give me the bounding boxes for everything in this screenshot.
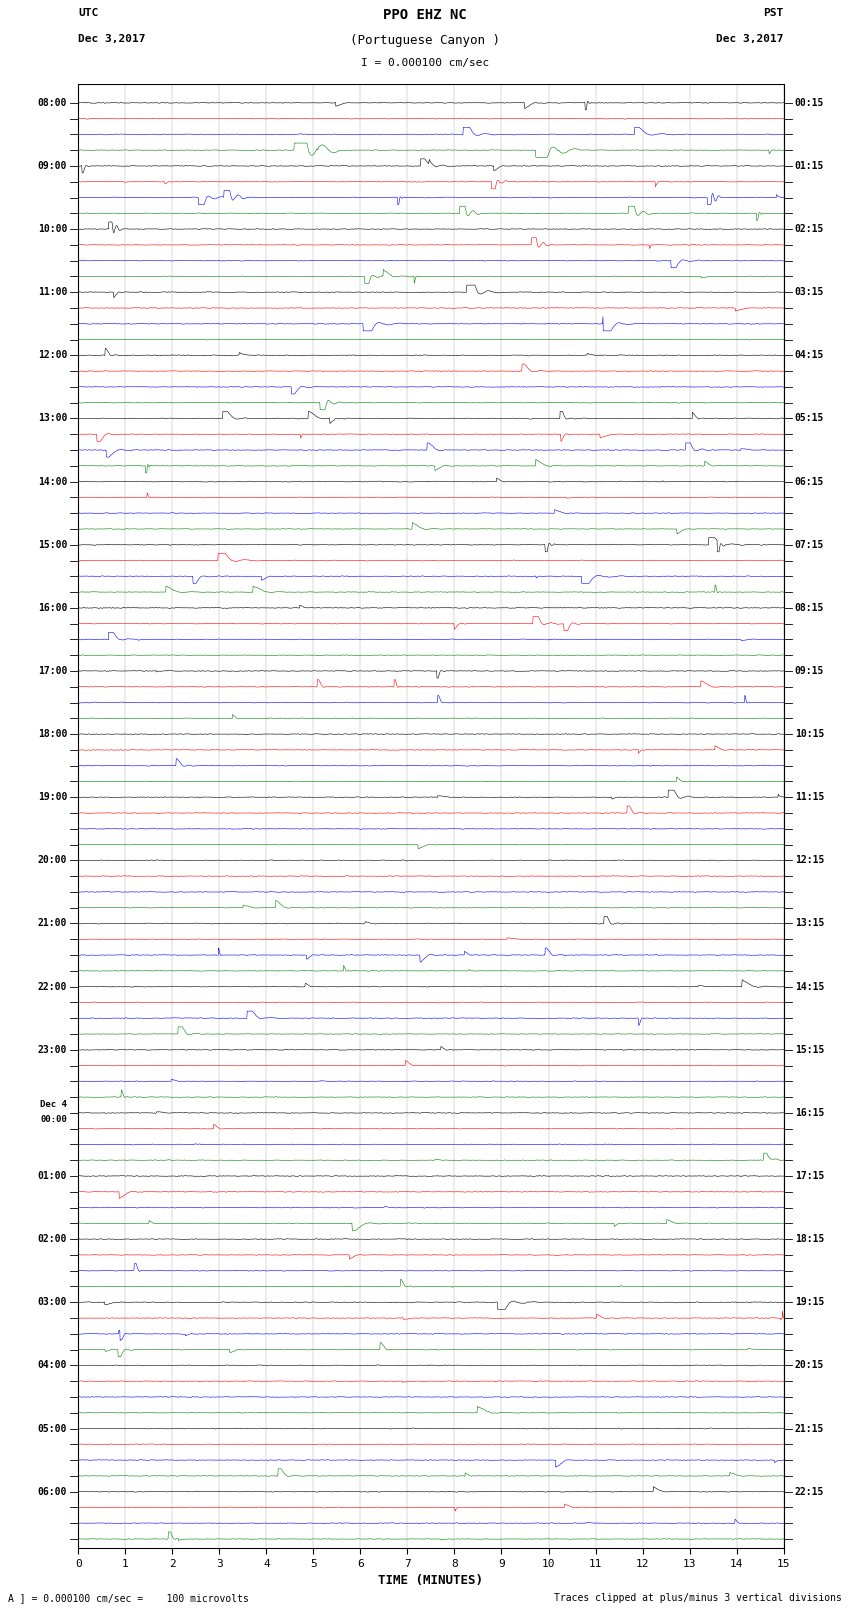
Text: 12:00: 12:00	[37, 350, 67, 360]
Text: 22:15: 22:15	[795, 1487, 824, 1497]
Text: 09:15: 09:15	[795, 666, 824, 676]
Text: 17:15: 17:15	[795, 1171, 824, 1181]
Text: 16:00: 16:00	[37, 603, 67, 613]
Text: 20:15: 20:15	[795, 1360, 824, 1371]
Text: 01:00: 01:00	[37, 1171, 67, 1181]
Text: PST: PST	[763, 8, 784, 18]
Text: 22:00: 22:00	[37, 982, 67, 992]
Text: 19:15: 19:15	[795, 1297, 824, 1307]
Text: 11:15: 11:15	[795, 792, 824, 802]
Text: 18:00: 18:00	[37, 729, 67, 739]
Text: 03:15: 03:15	[795, 287, 824, 297]
Text: 02:15: 02:15	[795, 224, 824, 234]
Text: 20:00: 20:00	[37, 855, 67, 865]
Text: 14:15: 14:15	[795, 982, 824, 992]
Text: A ] = 0.000100 cm/sec =    100 microvolts: A ] = 0.000100 cm/sec = 100 microvolts	[8, 1594, 249, 1603]
Text: 02:00: 02:00	[37, 1234, 67, 1244]
Text: 12:15: 12:15	[795, 855, 824, 865]
Text: 06:00: 06:00	[37, 1487, 67, 1497]
Text: Traces clipped at plus/minus 3 vertical divisions: Traces clipped at plus/minus 3 vertical …	[553, 1594, 842, 1603]
Text: 00:00: 00:00	[40, 1115, 67, 1124]
Text: 19:00: 19:00	[37, 792, 67, 802]
Text: 21:00: 21:00	[37, 918, 67, 929]
Text: 16:15: 16:15	[795, 1108, 824, 1118]
Text: 21:15: 21:15	[795, 1424, 824, 1434]
Text: 23:00: 23:00	[37, 1045, 67, 1055]
Text: 08:15: 08:15	[795, 603, 824, 613]
Text: 07:15: 07:15	[795, 540, 824, 550]
Text: 10:00: 10:00	[37, 224, 67, 234]
Text: 06:15: 06:15	[795, 476, 824, 487]
Text: 05:15: 05:15	[795, 413, 824, 424]
Text: PPO EHZ NC: PPO EHZ NC	[383, 8, 467, 23]
Text: 17:00: 17:00	[37, 666, 67, 676]
Text: 10:15: 10:15	[795, 729, 824, 739]
Text: UTC: UTC	[78, 8, 99, 18]
X-axis label: TIME (MINUTES): TIME (MINUTES)	[378, 1574, 484, 1587]
Text: 13:15: 13:15	[795, 918, 824, 929]
Text: Dec 4: Dec 4	[40, 1100, 67, 1108]
Text: 00:15: 00:15	[795, 98, 824, 108]
Text: 04:00: 04:00	[37, 1360, 67, 1371]
Text: 08:00: 08:00	[37, 98, 67, 108]
Text: 01:15: 01:15	[795, 161, 824, 171]
Text: Dec 3,2017: Dec 3,2017	[717, 34, 784, 44]
Text: Dec 3,2017: Dec 3,2017	[78, 34, 145, 44]
Text: 18:15: 18:15	[795, 1234, 824, 1244]
Text: 15:00: 15:00	[37, 540, 67, 550]
Text: 05:00: 05:00	[37, 1424, 67, 1434]
Text: I = 0.000100 cm/sec: I = 0.000100 cm/sec	[361, 58, 489, 68]
Text: 15:15: 15:15	[795, 1045, 824, 1055]
Text: (Portuguese Canyon ): (Portuguese Canyon )	[350, 34, 500, 47]
Text: 04:15: 04:15	[795, 350, 824, 360]
Text: 09:00: 09:00	[37, 161, 67, 171]
Text: 14:00: 14:00	[37, 476, 67, 487]
Text: 11:00: 11:00	[37, 287, 67, 297]
Text: 03:00: 03:00	[37, 1297, 67, 1307]
Text: 13:00: 13:00	[37, 413, 67, 424]
